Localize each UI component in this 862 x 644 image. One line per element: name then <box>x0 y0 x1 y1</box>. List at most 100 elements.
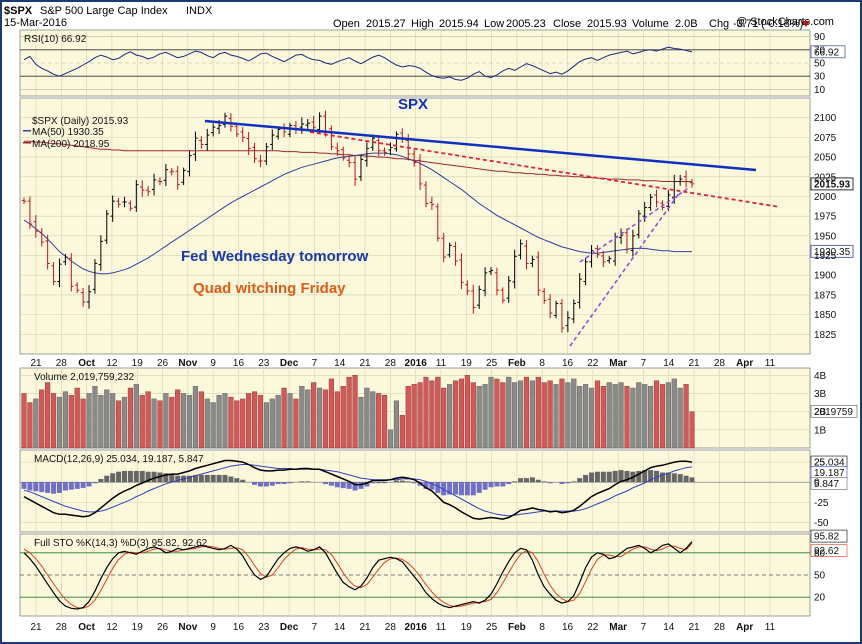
x-tick-label: 21 <box>359 358 371 369</box>
sto-d-line <box>23 542 693 609</box>
x-tick-label: 7 <box>641 358 647 369</box>
macd-histogram-bar <box>559 482 565 485</box>
macd-histogram-bar <box>482 482 488 490</box>
macd-histogram-bar <box>512 481 518 483</box>
macd-histogram-bar <box>636 470 642 483</box>
volume-bar <box>50 393 57 449</box>
macd-histogram-bar <box>529 477 535 483</box>
ma50-line <box>23 152 692 275</box>
down-arrow-icon <box>802 21 810 27</box>
exchange: INDX <box>186 5 213 17</box>
macd-histogram-bar <box>364 482 370 487</box>
volume-bar <box>506 376 512 449</box>
volume-bar <box>665 382 671 449</box>
macd-histogram-bar <box>453 482 459 495</box>
volume-bar <box>417 382 423 449</box>
x-tick-label: 11 <box>436 358 447 369</box>
change-value: -3.71 (-0.18%) <box>733 18 803 30</box>
volume-bar <box>317 387 323 449</box>
volume-bar <box>411 384 417 449</box>
macd-histogram-bar <box>429 482 435 490</box>
macd-histogram-bar <box>677 474 683 483</box>
x-tick-label: 19 <box>461 358 473 369</box>
volume-bar <box>600 385 606 449</box>
rsi-value-box <box>810 45 846 59</box>
volume-bar <box>216 395 222 449</box>
volume-bar <box>145 391 151 449</box>
ohlc-low-label: Low <box>484 18 504 30</box>
macd-histogram-bar <box>74 482 80 489</box>
macd-histogram-bar <box>133 470 139 483</box>
volume-bar <box>204 398 210 449</box>
volume-bar <box>594 380 600 449</box>
macd-histogram-bar <box>606 471 612 483</box>
volume-bar <box>624 385 630 449</box>
volume-bar <box>328 378 334 449</box>
volume-bar <box>464 375 470 449</box>
rsi-plot: 66.92 <box>23 45 846 81</box>
macd-histogram-bar <box>281 482 287 485</box>
volume-bar <box>677 387 683 449</box>
price-panel <box>19 97 811 355</box>
volume-bar <box>104 389 110 449</box>
macd-histogram-bar <box>334 482 340 488</box>
x-tick-label: 19 <box>132 358 144 369</box>
volume-bar <box>577 385 583 449</box>
sto-value-box <box>810 544 848 557</box>
volume-bar <box>364 387 370 449</box>
volume-bar <box>269 398 275 449</box>
price-tick-label: 1875 <box>814 290 837 301</box>
x-tick-label: 11 <box>765 358 776 369</box>
rsi-line <box>23 46 693 81</box>
macd-histogram-bar <box>518 478 524 483</box>
macd-histogram-bar <box>594 471 600 483</box>
macd-histogram-bar <box>488 482 494 488</box>
x-tick-label: 19 <box>461 622 473 633</box>
x-tick-label: 14 <box>663 358 675 369</box>
volume-bar <box>110 393 116 449</box>
index-name: S&P 500 Large Cap Index <box>40 5 168 17</box>
price-tick-label: 2075 <box>814 133 837 144</box>
macd-histogram-bar <box>257 482 263 487</box>
x-tick-label: Mar <box>609 358 627 369</box>
volume-bar <box>222 393 228 449</box>
x-tick-label: 22 <box>587 358 599 369</box>
volume-bar <box>281 387 287 449</box>
volume-bar <box>571 378 577 449</box>
macd-histogram-bar <box>535 479 541 483</box>
macd-value-label: 19.187 <box>814 468 845 479</box>
ma200-legend-swatch <box>23 142 31 144</box>
volume-bar <box>648 385 654 449</box>
x-tick-label: 8 <box>539 622 545 633</box>
x-tick-label: 21 <box>689 622 701 633</box>
macd-histogram-bar <box>86 482 92 487</box>
sto-k-line <box>23 541 693 610</box>
macd-histogram-bar <box>110 473 116 483</box>
macd-histogram-bar <box>659 472 665 483</box>
macd-histogram-bar <box>252 482 258 485</box>
macd-histogram-bar <box>269 482 275 486</box>
macd-histogram-bar <box>541 481 547 483</box>
volume-bar <box>68 395 74 449</box>
macd-histogram-bar <box>399 480 405 483</box>
x-tick-label: Apr <box>736 358 753 369</box>
volume-bar <box>458 378 465 449</box>
macd-histogram-bar <box>27 482 33 491</box>
sto-title: Full STO %K(14,3) %D(3) 95.82, 92.62 <box>34 538 208 549</box>
macd-histogram-bar <box>39 482 45 493</box>
macd-histogram-bar <box>683 475 689 483</box>
volume-bar <box>653 380 660 449</box>
macd-histogram-bar <box>68 482 74 490</box>
volume-bar <box>429 380 435 449</box>
volume-bar <box>346 376 352 449</box>
x-tick-label: 26 <box>157 358 169 369</box>
volume-bar <box>121 396 128 449</box>
volume-bar <box>186 395 193 449</box>
macd-histogram-bar <box>169 474 175 483</box>
volume-bar <box>116 400 122 449</box>
volume-value-label: 2019759 <box>814 407 853 418</box>
x-tick-label: Dec <box>280 358 299 369</box>
x-tick-label: Feb <box>508 358 526 369</box>
macd-histogram-bar <box>464 482 470 496</box>
